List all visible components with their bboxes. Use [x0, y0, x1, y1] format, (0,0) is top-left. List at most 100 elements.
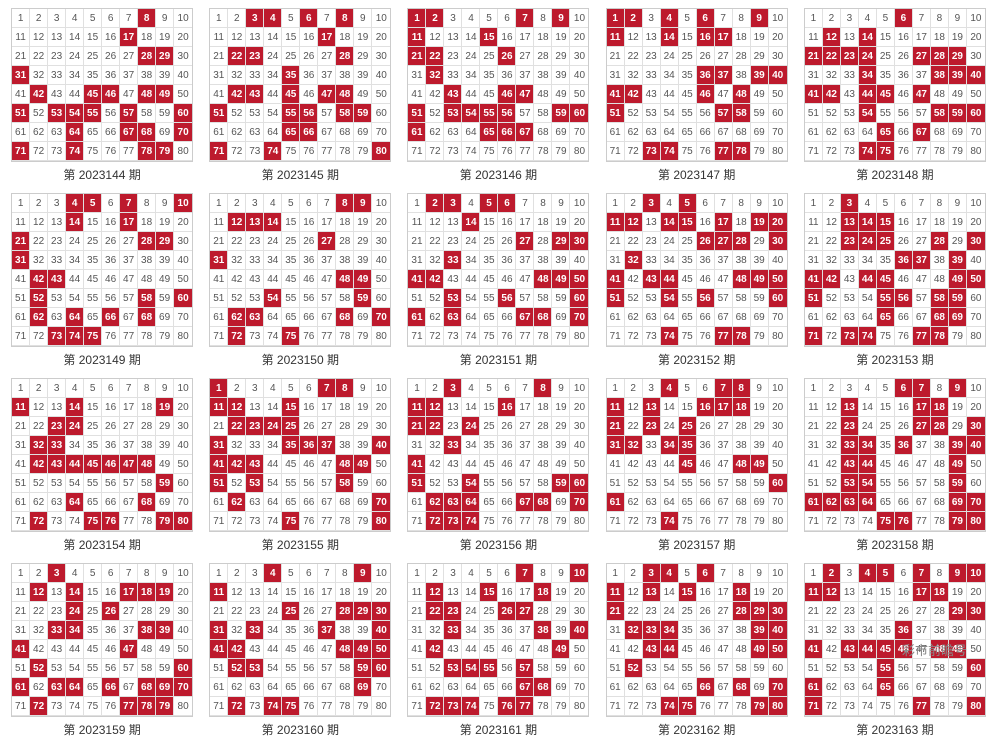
number-cell: 29 [354, 417, 372, 436]
number-cell: 61 [12, 123, 30, 142]
number-cell: 7 [913, 9, 931, 28]
number-cell: 71 [607, 142, 625, 161]
number-cell: 60 [372, 659, 390, 678]
number-cell: 10 [967, 9, 985, 28]
number-cell: 32 [625, 436, 643, 455]
number-cell: 8 [138, 379, 156, 398]
number-cell: 18 [733, 398, 751, 417]
number-cell: 45 [282, 455, 300, 474]
number-cell: 1 [408, 564, 426, 583]
number-cell: 43 [643, 640, 661, 659]
number-cell: 59 [552, 659, 570, 678]
number-cell: 59 [156, 289, 174, 308]
number-cell: 64 [66, 493, 84, 512]
number-cell: 16 [697, 398, 715, 417]
number-cell: 72 [823, 142, 841, 161]
number-cell: 54 [661, 104, 679, 123]
number-cell: 49 [552, 640, 570, 659]
number-cell: 32 [426, 621, 444, 640]
number-cell: 44 [462, 455, 480, 474]
number-cell: 74 [462, 512, 480, 531]
number-cell: 38 [534, 621, 552, 640]
number-cell: 33 [48, 251, 66, 270]
number-cell: 13 [246, 398, 264, 417]
number-cell: 51 [408, 104, 426, 123]
number-cell: 70 [570, 493, 588, 512]
number-cell: 66 [895, 308, 913, 327]
number-cell: 15 [877, 213, 895, 232]
number-cell: 6 [697, 9, 715, 28]
number-cell: 25 [877, 417, 895, 436]
number-cell: 58 [931, 104, 949, 123]
number-cell: 42 [30, 455, 48, 474]
number-cell: 22 [823, 232, 841, 251]
number-cell: 78 [336, 697, 354, 716]
number-cell: 28 [138, 417, 156, 436]
number-cell: 56 [697, 289, 715, 308]
number-cell: 29 [156, 417, 174, 436]
number-cell: 23 [246, 602, 264, 621]
number-cell: 55 [282, 474, 300, 493]
number-cell: 40 [967, 66, 985, 85]
number-cell: 22 [823, 417, 841, 436]
number-cell: 45 [84, 270, 102, 289]
number-cell: 38 [931, 436, 949, 455]
number-cell: 14 [859, 398, 877, 417]
number-cell: 15 [282, 28, 300, 47]
number-cell: 47 [516, 270, 534, 289]
number-cell: 31 [805, 436, 823, 455]
number-cell: 15 [877, 398, 895, 417]
number-cell: 52 [823, 474, 841, 493]
number-cell: 7 [913, 564, 931, 583]
number-cell: 57 [120, 659, 138, 678]
number-cell: 68 [534, 308, 552, 327]
number-cell: 25 [877, 232, 895, 251]
number-cell: 41 [12, 455, 30, 474]
number-cell: 54 [859, 289, 877, 308]
lottery-card: 1234567891011121314151617181920212223242… [404, 193, 592, 368]
number-cell: 72 [30, 327, 48, 346]
number-cell: 41 [607, 270, 625, 289]
number-cell: 25 [480, 602, 498, 621]
number-cell: 23 [643, 47, 661, 66]
number-cell: 24 [859, 232, 877, 251]
number-cell: 21 [607, 232, 625, 251]
number-cell: 42 [228, 455, 246, 474]
number-cell: 31 [408, 251, 426, 270]
number-cell: 23 [841, 602, 859, 621]
number-cell: 39 [156, 436, 174, 455]
number-cell: 35 [679, 251, 697, 270]
number-cell: 12 [426, 213, 444, 232]
number-cell: 42 [823, 640, 841, 659]
number-cell: 14 [462, 28, 480, 47]
number-cell: 58 [336, 659, 354, 678]
number-cell: 7 [516, 564, 534, 583]
number-cell: 1 [607, 9, 625, 28]
number-cell: 2 [625, 9, 643, 28]
number-cell: 12 [426, 583, 444, 602]
number-cell: 60 [174, 659, 192, 678]
number-cell: 3 [841, 194, 859, 213]
number-cell: 72 [30, 142, 48, 161]
period-label: 第 2023151 期 [460, 351, 537, 368]
number-cell: 71 [210, 697, 228, 716]
number-cell: 19 [949, 28, 967, 47]
number-cell: 70 [174, 123, 192, 142]
number-cell: 22 [30, 47, 48, 66]
number-cell: 55 [480, 659, 498, 678]
number-cell: 54 [859, 104, 877, 123]
number-cell: 6 [498, 379, 516, 398]
number-cell: 3 [444, 564, 462, 583]
number-cell: 58 [534, 104, 552, 123]
number-cell: 4 [859, 9, 877, 28]
lottery-card: 1234567891011121314151617181920212223242… [801, 378, 989, 553]
number-cell: 15 [84, 398, 102, 417]
number-cell: 80 [174, 697, 192, 716]
number-cell: 30 [570, 47, 588, 66]
number-cell: 10 [769, 564, 787, 583]
number-cell: 29 [949, 417, 967, 436]
number-cell: 58 [534, 659, 552, 678]
number-cell: 52 [228, 659, 246, 678]
number-cell: 75 [480, 512, 498, 531]
number-cell: 64 [264, 493, 282, 512]
